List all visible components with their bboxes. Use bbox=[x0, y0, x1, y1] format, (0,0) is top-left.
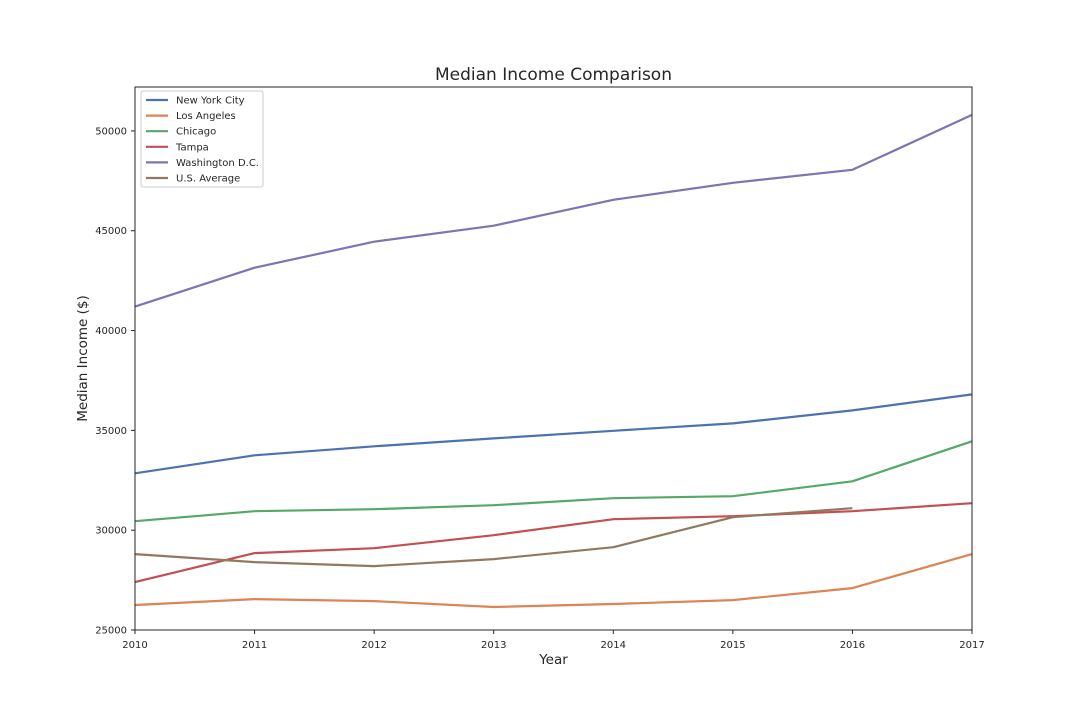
plot-area bbox=[135, 87, 972, 630]
x-axis-label: Year bbox=[538, 652, 568, 668]
legend-label-tampa: Tampa bbox=[175, 142, 209, 153]
legend-label-u-s-average: U.S. Average bbox=[176, 174, 240, 185]
chart-title: Median Income Comparison bbox=[435, 65, 672, 85]
legend: New York City Los Angeles Chicago Tampa Wash… bbox=[140, 90, 264, 188]
legend-box bbox=[140, 90, 264, 188]
x-tick-label: 2015 bbox=[720, 640, 745, 651]
y-tick-label: 25000 bbox=[95, 626, 127, 637]
x-tick-label: 2016 bbox=[840, 640, 865, 651]
series-line-chicago bbox=[134, 440, 973, 523]
legend-label-chicago: Chicago bbox=[176, 127, 216, 138]
x-tick-label: 2012 bbox=[361, 640, 386, 651]
x-tick-label: 2014 bbox=[601, 640, 626, 651]
series-line-los-angeles bbox=[134, 553, 973, 609]
legend-label-los-angeles: Los Angeles bbox=[176, 111, 236, 122]
y-axis-ticks: 25000 30000 35000 40000 45000 50000 bbox=[95, 126, 135, 637]
x-tick-label: 2013 bbox=[481, 640, 506, 651]
x-tick-label: 2010 bbox=[122, 640, 147, 651]
plot-frame bbox=[134, 86, 973, 631]
y-tick-label: 40000 bbox=[95, 326, 127, 337]
x-tick-label: 2017 bbox=[959, 640, 984, 651]
y-tick-label: 45000 bbox=[95, 226, 127, 237]
series-line-new-york-city bbox=[134, 393, 973, 475]
series-line-tampa bbox=[134, 502, 973, 584]
y-axis-label: Median Income ($) bbox=[75, 295, 91, 421]
series-lines bbox=[134, 113, 973, 609]
series-line-washington-d-c bbox=[134, 113, 973, 308]
x-tick-label: 2011 bbox=[242, 640, 267, 651]
y-tick-label: 50000 bbox=[95, 126, 127, 137]
legend-label-new-york-city: New York City bbox=[176, 96, 245, 107]
legend-label-washington-d-c: Washington D.C. bbox=[176, 158, 259, 169]
series-line-u-s-average bbox=[134, 507, 853, 568]
x-axis-ticks: 2010 2011 2012 2013 2014 2015 2016 2017 bbox=[122, 630, 985, 651]
y-tick-label: 30000 bbox=[95, 526, 127, 537]
y-tick-label: 35000 bbox=[95, 426, 127, 437]
